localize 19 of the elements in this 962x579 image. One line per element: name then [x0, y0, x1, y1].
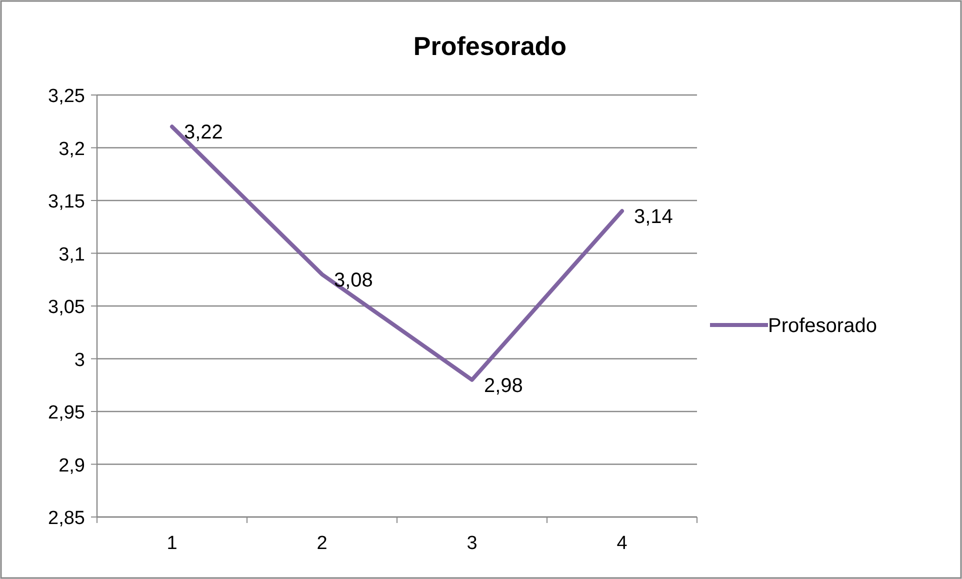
x-tick-label: 4 [616, 533, 628, 554]
y-tick-label: 3 [74, 350, 85, 371]
x-tick-label: 2 [316, 533, 328, 554]
data-label: 3,14 [634, 206, 673, 228]
y-tick-label: 2,95 [48, 402, 85, 424]
y-tick-label: 3,25 [48, 86, 85, 107]
legend-label: Profesorado [768, 315, 877, 337]
y-tick-label: 2,9 [58, 455, 85, 476]
y-tick-label: 3,15 [48, 192, 85, 212]
y-tick-label: 3,1 [58, 244, 85, 266]
y-tick-label: 3,2 [58, 138, 85, 160]
y-tick-label: 3,05 [48, 297, 85, 318]
y-tick-label: 2,85 [48, 508, 85, 529]
data-label: 2,98 [484, 374, 523, 397]
data-label: 3,08 [334, 269, 373, 292]
chart-title: Profesorado [413, 31, 567, 61]
data-label: 3,22 [184, 122, 223, 144]
x-tick-label: 1 [166, 533, 178, 554]
x-tick-label: 3 [466, 533, 478, 554]
